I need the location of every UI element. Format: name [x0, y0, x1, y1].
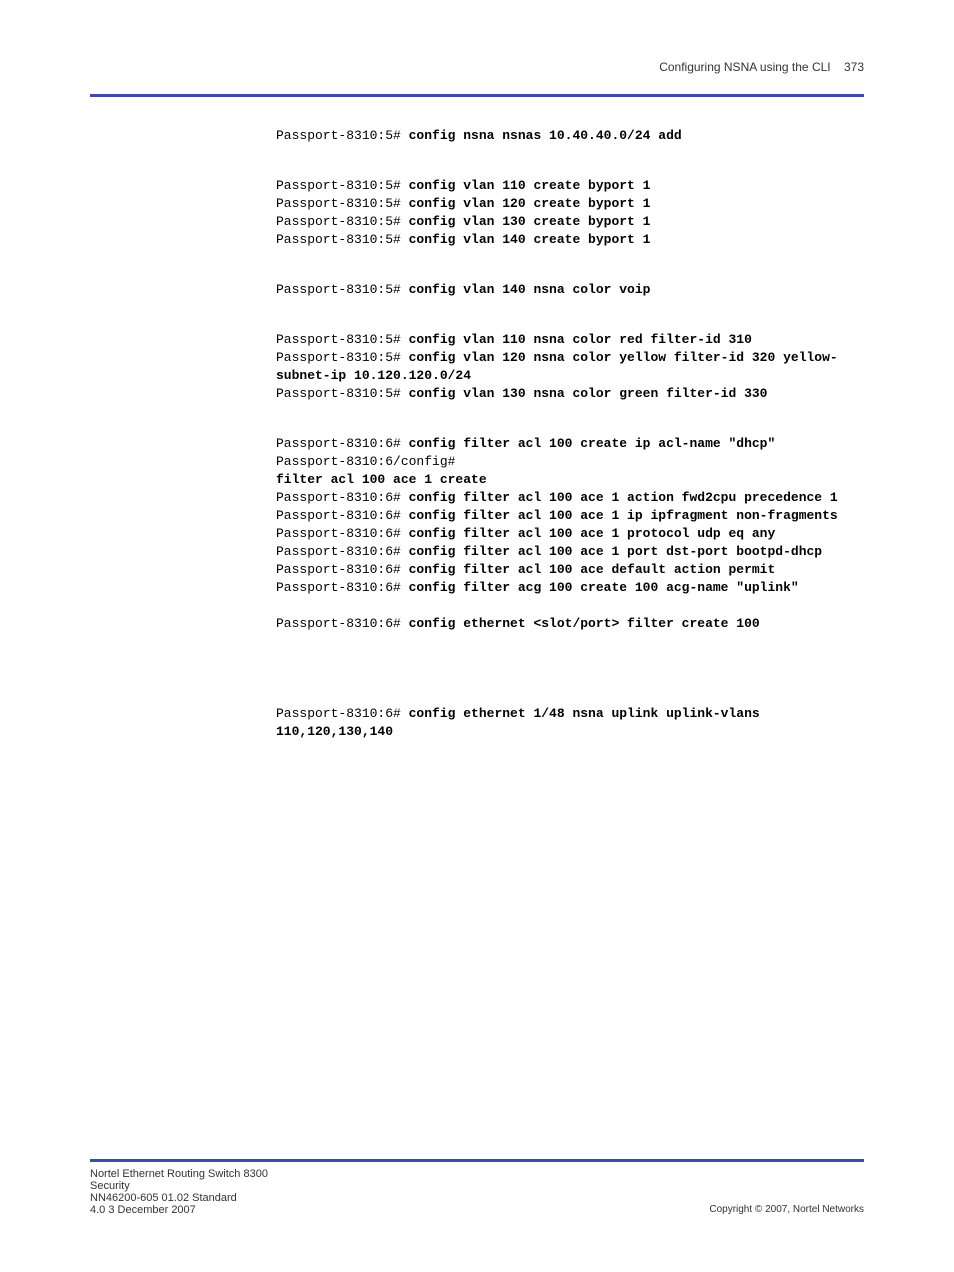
- code-block-eth-filter: Passport-8310:6# config ethernet <slot/p…: [276, 615, 864, 633]
- footer-rule: Nortel Ethernet Routing Switch 8300 Secu…: [90, 1159, 864, 1216]
- command: config filter acl 100 ace 1 port dst-por…: [409, 544, 822, 559]
- code-block-vlan-colors: Passport-8310:5# config vlan 110 nsna co…: [276, 331, 864, 403]
- code-line: Passport-8310:5# config nsna nsnas 10.40…: [276, 127, 864, 145]
- code-line: Passport-8310:5# config vlan 120 create …: [276, 195, 864, 213]
- content: Passport-8310:5# config nsna nsnas 10.40…: [90, 127, 864, 741]
- code-line: Passport-8310:6# config filter acl 100 c…: [276, 435, 864, 453]
- prompt: Passport-8310:6#: [276, 490, 409, 505]
- prompt: Passport-8310:5#: [276, 128, 409, 143]
- prompt: Passport-8310:6#: [276, 616, 409, 631]
- code-line: Passport-8310:5# config vlan 110 nsna co…: [276, 331, 864, 349]
- footer-row-1: Nortel Ethernet Routing Switch 8300: [90, 1168, 864, 1180]
- code-line: Passport-8310:6# config filter acl 100 a…: [276, 489, 864, 507]
- code-line: Passport-8310:5# config vlan 140 create …: [276, 231, 864, 249]
- code-line: Passport-8310:5# config vlan 140 nsna co…: [276, 281, 864, 299]
- footer-row-3: NN46200-605 01.02 Standard: [90, 1192, 864, 1204]
- code-line: Passport-8310:5# config vlan 130 nsna co…: [276, 385, 864, 403]
- prompt: Passport-8310:6#: [276, 508, 409, 523]
- code-block-vlan-voip: Passport-8310:5# config vlan 140 nsna co…: [276, 281, 864, 299]
- prompt: Passport-8310:5#: [276, 232, 409, 247]
- header-right: Configuring NSNA using the CLI 373: [90, 60, 864, 80]
- prompt: Passport-8310:5#: [276, 178, 409, 193]
- code-line: Passport-8310:6/config#: [276, 453, 864, 471]
- copyright: Copyright © 2007, Nortel Networks: [709, 1204, 864, 1216]
- command: config vlan 110 nsna color red filter-id…: [409, 332, 752, 347]
- code-block-eth-uplink: Passport-8310:6# config ethernet 1/48 ns…: [276, 705, 864, 741]
- command: config vlan 130 nsna color green filter-…: [409, 386, 768, 401]
- page: Configuring NSNA using the CLI 373 Passp…: [0, 0, 954, 1272]
- prompt: Passport-8310:6#: [276, 436, 409, 451]
- code-block-nsna-add: Passport-8310:5# config nsna nsnas 10.40…: [276, 127, 864, 145]
- code-line: filter acl 100 ace 1 create: [276, 471, 864, 489]
- page-number: 373: [844, 60, 864, 74]
- code-line: Passport-8310:6# config filter acl 100 a…: [276, 561, 864, 579]
- command: config ethernet <slot/port> filter creat…: [409, 616, 760, 631]
- command: config nsna nsnas 10.40.40.0/24 add: [409, 128, 682, 143]
- code-line: Passport-8310:6# config filter acl 100 a…: [276, 507, 864, 525]
- prompt: Passport-8310:5#: [276, 282, 409, 297]
- code-line: Passport-8310:5# config vlan 110 create …: [276, 177, 864, 195]
- code-line: Passport-8310:6# config filter acl 100 a…: [276, 525, 864, 543]
- prompt: Passport-8310:5#: [276, 332, 409, 347]
- command: config filter acl 100 ace default action…: [409, 562, 776, 577]
- command: filter acl 100 ace 1 create: [276, 472, 487, 487]
- command: config vlan 120 create byport 1: [409, 196, 651, 211]
- code-line: Passport-8310:5# config vlan 130 create …: [276, 213, 864, 231]
- header-title: Configuring NSNA using the CLI: [659, 60, 830, 74]
- prompt: Passport-8310:5#: [276, 350, 409, 365]
- footer-bottom: 4.0 3 December 2007: [90, 1204, 196, 1216]
- prompt: Passport-8310:6/config#: [276, 454, 455, 469]
- footer-row-2: Security: [90, 1180, 864, 1192]
- prompt: Passport-8310:6#: [276, 544, 409, 559]
- code-block-filter-acl: Passport-8310:6# config filter acl 100 c…: [276, 435, 864, 597]
- command: config vlan 110 create byport 1: [409, 178, 651, 193]
- command: config vlan 140 nsna color voip: [409, 282, 651, 297]
- prompt: Passport-8310:6#: [276, 706, 409, 721]
- code-block-vlan-create: Passport-8310:5# config vlan 110 create …: [276, 177, 864, 249]
- prompt: Passport-8310:5#: [276, 214, 409, 229]
- prompt: Passport-8310:6#: [276, 526, 409, 541]
- command: config vlan 130 create byport 1: [409, 214, 651, 229]
- prompt: Passport-8310:5#: [276, 196, 409, 211]
- code-line: Passport-8310:6# config filter acl 100 a…: [276, 543, 864, 561]
- footer-row-4: 4.0 3 December 2007 Copyright © 2007, No…: [90, 1204, 864, 1216]
- command: config vlan 140 create byport 1: [409, 232, 651, 247]
- prompt: Passport-8310:5#: [276, 386, 409, 401]
- code-line: Passport-8310:5# config vlan 120 nsna co…: [276, 349, 864, 385]
- footer-left: Nortel Ethernet Routing Switch 8300: [90, 1168, 268, 1180]
- command: config filter acl 100 ace 1 ip ipfragmen…: [409, 508, 838, 523]
- prompt: Passport-8310:6#: [276, 580, 409, 595]
- code-line: Passport-8310:6# config ethernet <slot/p…: [276, 615, 864, 633]
- prompt: Passport-8310:6#: [276, 562, 409, 577]
- footer-center: Security: [90, 1180, 130, 1192]
- command: config filter acl 100 ace 1 action fwd2c…: [409, 490, 838, 505]
- code-line: Passport-8310:6# config ethernet 1/48 ns…: [276, 705, 864, 741]
- command: config filter acl 100 ace 1 protocol udp…: [409, 526, 776, 541]
- footer-right: NN46200-605 01.02 Standard: [90, 1192, 237, 1204]
- header-rule: Configuring NSNA using the CLI 373: [90, 60, 864, 97]
- command: config filter acl 100 create ip acl-name…: [409, 436, 776, 451]
- command: config filter acg 100 create 100 acg-nam…: [409, 580, 799, 595]
- code-line: Passport-8310:6# config filter acg 100 c…: [276, 579, 864, 597]
